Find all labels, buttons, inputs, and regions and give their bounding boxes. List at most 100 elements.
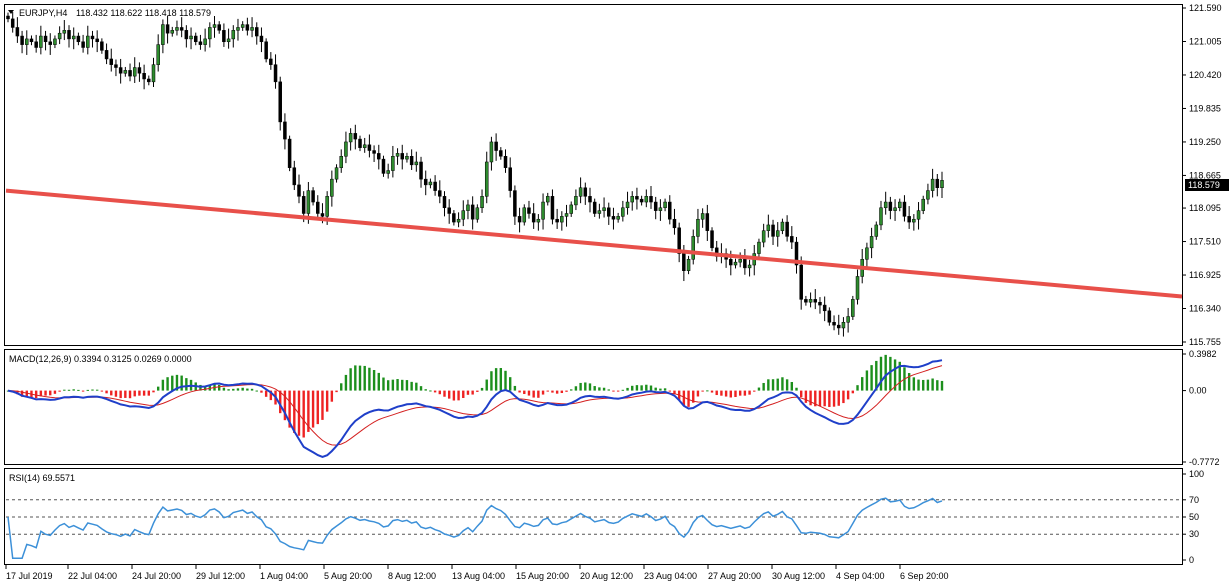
- macd-histogram-bar: [771, 379, 775, 391]
- macd-histogram-bar: [354, 365, 357, 391]
- candle-body: [62, 30, 67, 34]
- candle-body: [597, 210, 602, 214]
- macd-histogram-bar: [232, 388, 235, 391]
- candle-body: [930, 178, 935, 191]
- candle-body: [297, 184, 301, 197]
- macd-histogram-bar: [781, 377, 784, 391]
- candle-body: [775, 230, 780, 237]
- candle-body: [602, 207, 606, 211]
- macd-histogram-bar: [429, 390, 432, 392]
- macd-histogram-bar: [851, 390, 855, 394]
- candle-body: [790, 236, 794, 243]
- macd-histogram-bar: [142, 390, 146, 396]
- candle-body: [630, 196, 634, 203]
- dropdown-triangle-icon[interactable]: [8, 10, 14, 14]
- candle-body: [855, 276, 860, 300]
- macd-histogram-bar: [842, 390, 845, 404]
- macd-tick-label: 0.3982: [1189, 349, 1217, 359]
- macd-histogram-bar: [743, 390, 747, 396]
- candle-body: [766, 224, 771, 231]
- candle-body: [668, 201, 672, 220]
- candle-body: [405, 156, 409, 160]
- macd-histogram-bar: [631, 385, 634, 391]
- macd-histogram-bar: [100, 390, 104, 392]
- macd-histogram-bar: [49, 390, 52, 396]
- candle-body: [34, 41, 38, 48]
- candle-body: [733, 261, 738, 266]
- candle-body: [90, 35, 95, 40]
- candle-body: [940, 180, 944, 188]
- candle-body: [278, 81, 282, 123]
- candle-body: [545, 196, 550, 203]
- candle-body: [151, 64, 156, 83]
- macd-histogram-bar: [53, 390, 57, 394]
- candle-body: [729, 259, 733, 266]
- macd-histogram-bar: [325, 390, 329, 412]
- candle-body: [827, 310, 832, 323]
- candle-body: [818, 301, 822, 306]
- macd-histogram-bar: [926, 379, 930, 391]
- macd-plot: [6, 354, 944, 458]
- candle-body: [696, 218, 700, 237]
- candle-body: [292, 167, 297, 186]
- macd-histogram-bar: [870, 365, 873, 391]
- macd-histogram-bar: [44, 390, 47, 396]
- macd-histogram-bar: [762, 382, 765, 391]
- candle-body: [81, 41, 85, 48]
- candle-body: [874, 224, 879, 237]
- time-tick-label: 27 Aug 20:00: [708, 571, 761, 581]
- candle-body: [118, 67, 123, 74]
- macd-histogram-bar: [940, 380, 944, 391]
- candle-body: [128, 70, 132, 77]
- macd-histogram-bar: [25, 390, 28, 398]
- macd-histogram-bar: [91, 389, 94, 391]
- macd-histogram-bar: [513, 385, 517, 391]
- time-tick-label: 5 Aug 20:00: [324, 571, 372, 581]
- candle-body: [738, 259, 742, 263]
- time-tick-label: 4 Sep 04:00: [836, 571, 885, 581]
- candle-body: [57, 32, 62, 40]
- macd-histogram-bar: [255, 390, 258, 392]
- candle-body: [316, 201, 320, 214]
- macd-histogram-bar: [34, 390, 38, 399]
- candle-body: [555, 218, 559, 223]
- macd-histogram-bar: [260, 390, 263, 393]
- candle-body: [921, 198, 925, 211]
- rsi-tick-label: 70: [1189, 495, 1199, 505]
- rsi-plot: [6, 497, 1182, 560]
- macd-histogram-bar: [635, 385, 639, 391]
- candle-body: [569, 204, 573, 214]
- candle-body: [165, 24, 170, 34]
- time-axis: 17 Jul 2019 22 Jul 04:00 24 Jul 20:00 29 Ju…: [5, 565, 949, 581]
- candle-body: [672, 218, 677, 229]
- candle-body: [592, 201, 597, 214]
- macd-histogram-bar: [738, 390, 742, 396]
- macd-histogram-bar: [649, 385, 653, 391]
- price-tick-label: 118.095: [1189, 203, 1221, 213]
- candle-body: [245, 24, 250, 31]
- candle-body: [123, 70, 128, 74]
- candle-body: [231, 30, 236, 40]
- candle-body: [25, 38, 29, 45]
- macd-histogram-bar: [283, 390, 287, 421]
- macd-histogram-bar: [537, 390, 540, 398]
- candle-body: [804, 299, 808, 303]
- candle-body: [53, 38, 57, 45]
- candle-body: [29, 38, 34, 43]
- macd-histogram-bar: [917, 379, 920, 391]
- candle-body: [95, 38, 99, 43]
- candle-body: [484, 161, 489, 197]
- candle-body: [588, 196, 592, 203]
- candle-body: [132, 67, 137, 77]
- candle-body: [447, 207, 451, 214]
- candle-body: [240, 24, 245, 28]
- macd-histogram-bar: [462, 390, 465, 398]
- macd-histogram-bar: [912, 377, 916, 391]
- candle-body: [893, 207, 897, 211]
- macd-histogram-bar: [133, 390, 136, 397]
- macd-histogram-bar: [175, 374, 179, 391]
- macd-histogram-bar: [602, 387, 606, 391]
- macd-histogram-bar: [682, 390, 686, 406]
- macd-histogram-bar: [748, 390, 751, 395]
- candle-body: [607, 207, 611, 217]
